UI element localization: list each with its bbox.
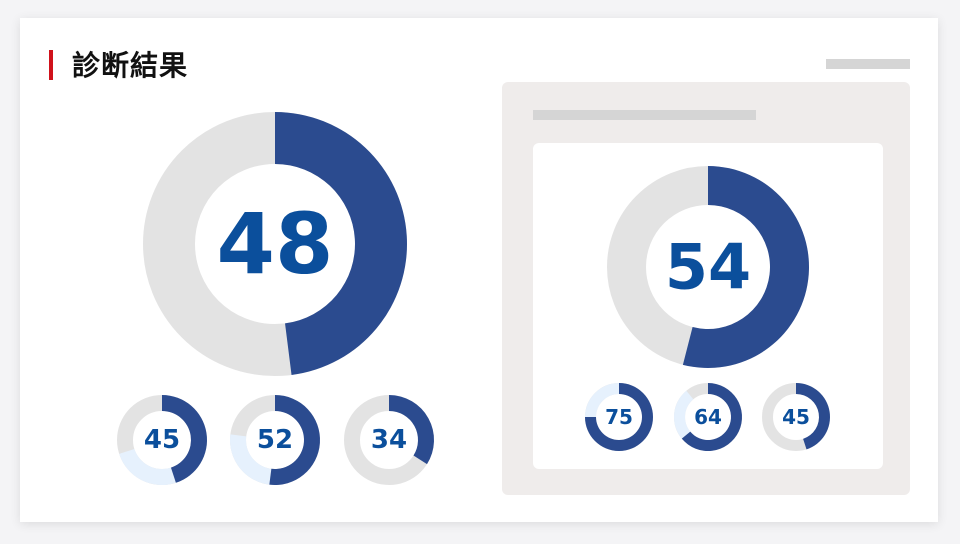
panel-small-donut-2-value-label: 64	[694, 405, 722, 429]
panel-donut: 54	[607, 166, 810, 369]
panel-small-donut-2-value-slice	[681, 383, 743, 451]
small-donut-1-secondary-slice	[119, 448, 176, 485]
small-donut-3-value-label: 34	[371, 425, 407, 455]
small-donut-1-value-slice	[162, 395, 207, 483]
panel-small-donut-3: 45	[762, 383, 830, 451]
small-donut-2-secondary-slice	[230, 434, 272, 485]
panel-small-donut-1-value-label: 75	[605, 405, 633, 429]
panel-small-donut-2: 64	[674, 383, 743, 451]
title-accent-bar	[49, 50, 53, 80]
page-title: 診断結果	[72, 49, 189, 82]
panel-small-donut-3-value-label: 45	[782, 405, 810, 429]
panel-small-donut-1-secondary-slice	[585, 383, 619, 417]
main-donut-value-label: 48	[217, 195, 334, 293]
panel-placeholder-bar	[533, 110, 756, 120]
main-donut: 48	[143, 112, 408, 376]
small-donut-2: 52	[230, 395, 320, 485]
main-donut-value-slice	[275, 112, 408, 375]
small-donut-1: 45	[117, 395, 207, 485]
panel-donut-value-label: 54	[665, 231, 751, 304]
small-donut-3-value-slice	[389, 395, 434, 465]
panel-small-donut-2-secondary-slice	[674, 390, 694, 439]
placeholder-bar	[826, 59, 910, 69]
panel-small-donut-1: 75	[585, 383, 653, 451]
panel-small-donut-1-value-slice	[585, 383, 653, 451]
small-donut-2-value-label: 52	[257, 425, 293, 455]
panel-small-donut-3-value-slice	[796, 383, 830, 450]
panel-donut-value-slice	[682, 166, 810, 369]
small-donut-3: 34	[344, 395, 434, 485]
small-donut-1-value-label: 45	[144, 425, 180, 455]
small-donut-2-value-slice	[269, 395, 320, 485]
